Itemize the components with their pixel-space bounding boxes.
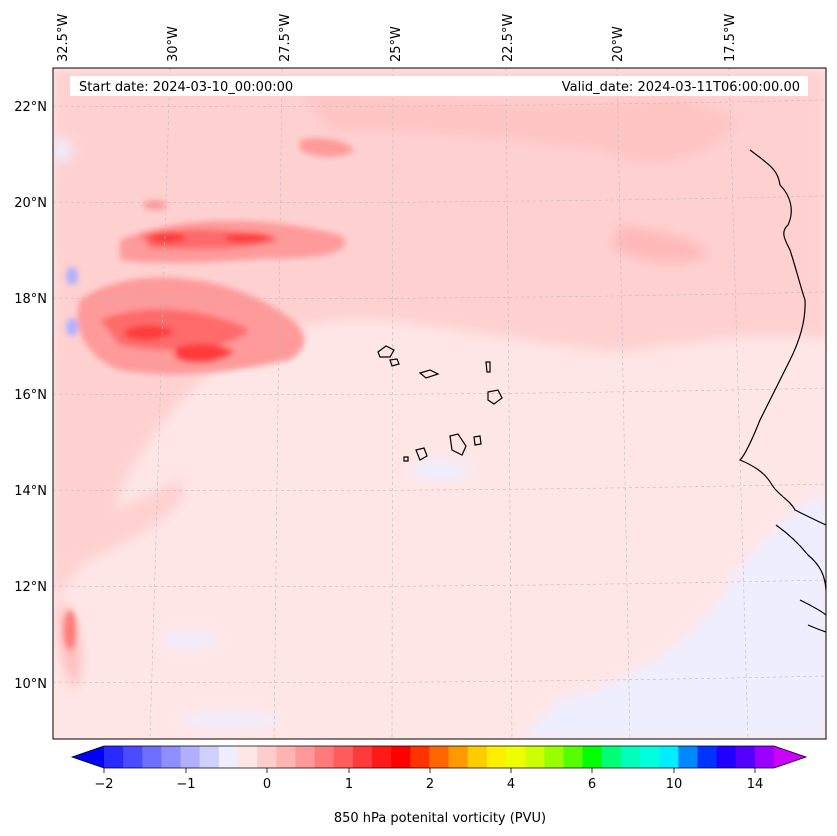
africa-coast-south (775, 524, 826, 633)
colorbar-segment (544, 746, 564, 768)
colorbar-tick-label: 1 (345, 777, 353, 792)
colorbar-label: 850 hPa potenital vorticity (PVU) (334, 811, 546, 826)
colorbar-segment (735, 746, 756, 768)
lat-label: 18°N (14, 292, 47, 307)
colorbar-tick-label: 14 (747, 777, 764, 792)
colorbar-segment (104, 746, 124, 768)
cape-verde-sao-nicolau (418, 369, 440, 379)
colorbar: −2 −1 0 1 2 4 6 10 14 850 hPa potenital vorticit… (70, 745, 808, 826)
colorbar-segment (238, 746, 258, 768)
cape-verde-maio (473, 435, 482, 446)
colorbar-segment (525, 746, 545, 768)
colorbar-segment (180, 746, 201, 768)
lat-label: 10°N (14, 677, 47, 692)
start-date-text: Start date: 2024-03-10_00:00:00 (79, 80, 293, 95)
colorbar-max-extend (774, 746, 806, 768)
lon-label: 22.5°W (501, 14, 516, 62)
pv-field-strong (64, 138, 355, 650)
valid-date-text: Valid_date: 2024-03-11T06:00:00.00 (562, 80, 800, 95)
lon-label: 20°W (611, 26, 626, 62)
cape-verde-brava (403, 456, 409, 462)
gridlines (53, 68, 826, 739)
colorbar-segment (352, 746, 373, 768)
colorbar-segment (506, 746, 526, 768)
colorbar-segment (123, 746, 143, 768)
colorbar-segment (640, 746, 660, 768)
colorbar-segment (601, 746, 622, 768)
lon-label: 25°W (389, 26, 404, 62)
lat-label: 16°N (14, 388, 47, 403)
colorbar-segment (563, 746, 584, 768)
colorbar-tick-label: 4 (507, 777, 515, 792)
colorbar-min-extend (72, 746, 104, 768)
colorbar-segment (199, 746, 220, 768)
lat-label: 14°N (14, 484, 47, 499)
pv-field-negative (53, 138, 826, 739)
colorbar-segment (716, 746, 737, 768)
lon-label: 17.5°W (723, 14, 738, 62)
colorbar-segment (257, 746, 277, 768)
colorbar-tick-label: −1 (176, 777, 195, 792)
colorbar-segment (295, 746, 316, 768)
lon-label: 32.5°W (56, 14, 71, 62)
colorbar-segment (582, 746, 603, 768)
info-strip (70, 76, 808, 96)
map-frame (52, 67, 827, 740)
colorbar-tick-label: 6 (588, 777, 596, 792)
colorbar-segment (697, 746, 718, 768)
lon-labels: 32.5°W 30°W 27.5°W 25°W 22.5°W 20°W 17.5… (56, 14, 738, 62)
colorbar-segment (410, 746, 430, 768)
colorbar-segment (333, 746, 354, 768)
colorbar-tick-label: −2 (94, 777, 113, 792)
colorbar-segment (391, 746, 411, 768)
coastline (377, 149, 826, 633)
colorbar-tick-label: 0 (263, 777, 271, 792)
lon-label: 30°W (166, 26, 181, 62)
cape-verde-santo-antao (377, 345, 395, 358)
africa-coast (738, 149, 826, 526)
colorbar-segment (276, 746, 296, 768)
colorbar-segment (448, 746, 469, 768)
colorbar-segment (467, 746, 488, 768)
cape-verde-santiago (449, 433, 467, 456)
colorbar-segment (142, 746, 162, 768)
cape-verde-boa-vista (487, 389, 503, 405)
lat-label: 20°N (14, 196, 47, 211)
colorbar-segment (659, 746, 679, 768)
colorbar-segment (678, 746, 698, 768)
colorbar-segment (161, 746, 182, 768)
cape-verde-sao-vicente (389, 358, 400, 367)
colorbar-segment (314, 746, 335, 768)
colorbar-segment (429, 746, 450, 768)
map-panel[interactable]: Start date: 2024-03-10_00:00:00 Valid_da… (52, 68, 826, 739)
colorbar-segment (218, 746, 239, 768)
cape-verde-sal (485, 361, 491, 373)
lon-label: 27.5°W (278, 14, 293, 62)
colorbar-segment (372, 746, 392, 768)
lat-label: 22°N (14, 100, 47, 115)
colorbar-segment (486, 746, 507, 768)
colorbar-segment (754, 746, 775, 768)
lat-label: 12°N (14, 580, 47, 595)
colorbar-segment (620, 746, 641, 768)
lat-labels: 22°N 20°N 18°N 16°N 14°N 12°N 10°N (14, 100, 47, 692)
colorbar-tick-label: 10 (666, 777, 683, 792)
colorbar-tick-label: 2 (426, 777, 434, 792)
cape-verde-fogo (415, 447, 428, 461)
